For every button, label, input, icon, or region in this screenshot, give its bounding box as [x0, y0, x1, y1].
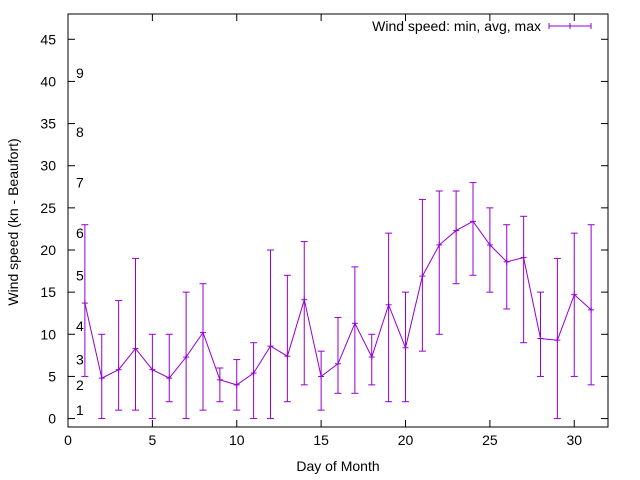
y-tick-label: 10	[40, 326, 56, 342]
x-tick-label: 5	[148, 432, 156, 448]
x-tick-label: 0	[64, 432, 72, 448]
y-tick-label: 45	[40, 31, 56, 47]
y-tick-label: 15	[40, 284, 56, 300]
y-tick-label: 5	[48, 368, 56, 384]
beaufort-label: 6	[76, 225, 84, 241]
legend-sample	[548, 23, 592, 29]
x-axis-label: Day of Month	[296, 458, 379, 474]
y-tick-label: 25	[40, 200, 56, 216]
y-axis-label: Wind speed (kn - Beaufort)	[5, 138, 21, 305]
plot-border	[67, 13, 609, 428]
x-tick-label: 30	[566, 432, 582, 448]
plot-frame	[67, 13, 609, 428]
legend-label: Wind speed: min, avg, max	[372, 18, 541, 34]
y-tick-label: 0	[48, 411, 56, 427]
x-tick-label: 25	[482, 432, 498, 448]
x-tick-label: 10	[229, 432, 245, 448]
x-tick-label: 20	[398, 432, 414, 448]
beaufort-scale-labels: 1 2 3 4 5 6 7 8 9	[76, 65, 84, 418]
beaufort-label: 7	[76, 175, 84, 191]
y-tick-label: 40	[40, 73, 56, 89]
beaufort-label: 2	[76, 377, 84, 393]
y-tick-label: 30	[40, 158, 56, 174]
x-tick-label: 15	[313, 432, 329, 448]
series-layer	[81, 182, 595, 420]
y-tick-label: 20	[40, 242, 56, 258]
beaufort-label: 8	[76, 124, 84, 140]
y-tick-label: 35	[40, 116, 56, 132]
beaufort-label: 5	[76, 267, 84, 283]
legend: Wind speed: min, avg, max	[372, 18, 592, 34]
beaufort-label: 4	[76, 318, 84, 334]
beaufort-label: 1	[76, 402, 84, 418]
beaufort-label: 3	[76, 352, 84, 368]
beaufort-label: 9	[76, 65, 84, 81]
